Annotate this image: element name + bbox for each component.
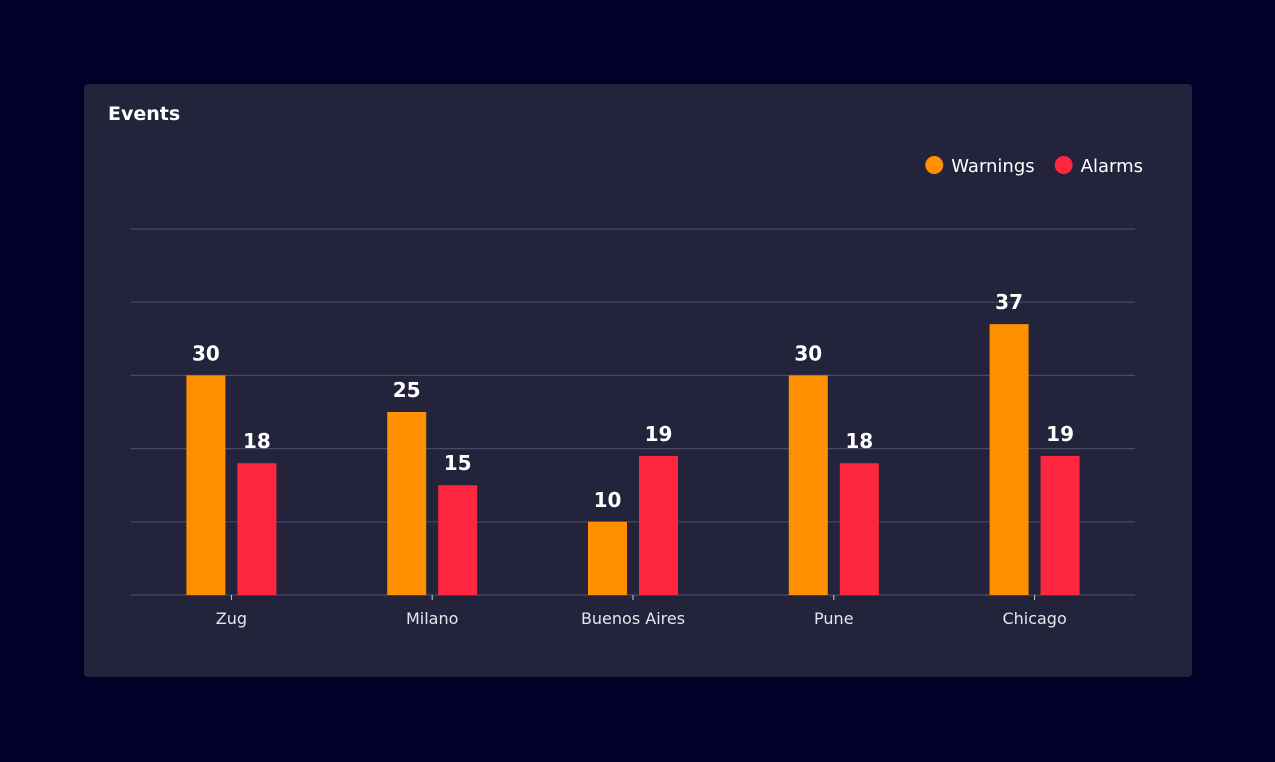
data-label: 30 <box>192 341 220 365</box>
data-label: 30 <box>794 341 822 365</box>
legend-marker-warnings <box>925 156 944 174</box>
x-tick-label: Pune <box>814 609 854 628</box>
legend-marker-alarms <box>1054 156 1073 174</box>
bar-warnings <box>186 375 226 595</box>
bar-warnings <box>588 521 627 595</box>
data-label: 15 <box>444 451 472 475</box>
data-label: 19 <box>1046 422 1074 446</box>
data-label: 18 <box>845 429 873 453</box>
data-label: 18 <box>243 429 271 453</box>
bar-warnings <box>989 324 1029 595</box>
bar-warnings <box>387 412 427 595</box>
legend-label: Alarms <box>1081 156 1143 177</box>
bar-alarms <box>839 463 879 595</box>
events-card: Events Zug 30 18 Milano 25 15 Buenos Aires 10 19… <box>84 84 1192 677</box>
bar-warnings <box>788 375 828 595</box>
legend-label: Warnings <box>951 156 1034 177</box>
x-tick-label: Chicago <box>1002 609 1066 628</box>
data-label: 10 <box>594 488 622 512</box>
data-label: 25 <box>393 378 421 402</box>
data-label: 19 <box>645 422 673 446</box>
bar-alarms <box>1040 455 1080 595</box>
data-label: 37 <box>995 290 1023 314</box>
bar-alarms <box>639 455 678 595</box>
x-tick-label: Milano <box>406 609 458 628</box>
events-bar-chart: Zug 30 18 Milano 25 15 Buenos Aires 10 19 Pune 30 1… <box>131 156 1143 628</box>
bar-alarms <box>438 485 478 595</box>
card-title: Events <box>108 103 181 125</box>
x-tick-label: Zug <box>216 609 247 628</box>
bar-alarms <box>237 463 277 595</box>
x-tick-label: Buenos Aires <box>581 609 685 628</box>
